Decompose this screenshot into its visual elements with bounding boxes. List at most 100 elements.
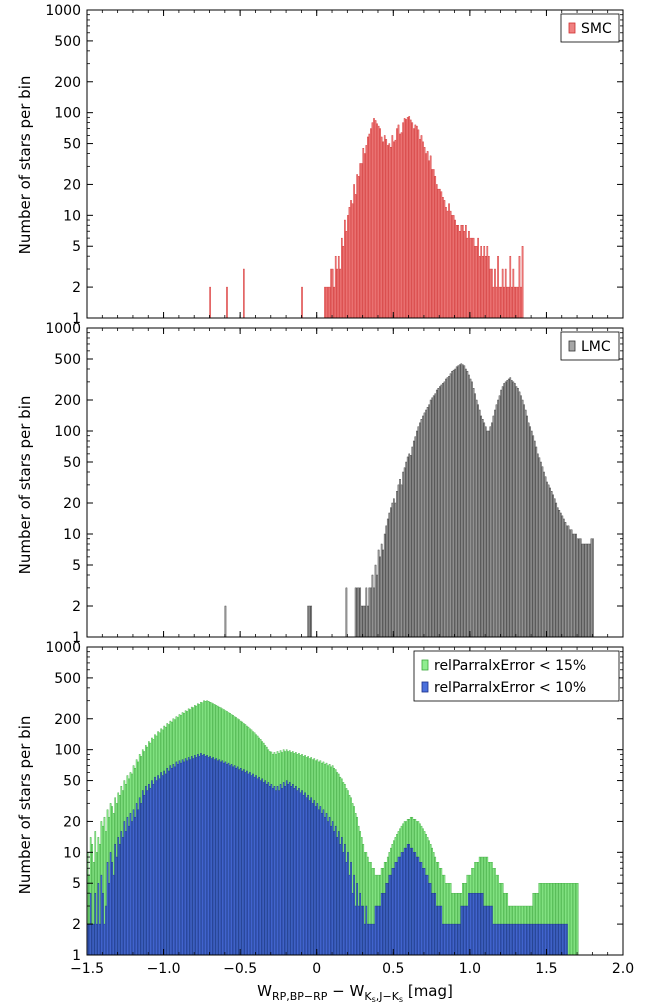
bar-smc-206 [402, 122, 404, 319]
bar-rel10-27 [128, 825, 130, 956]
x-tick-label: −0.5 [223, 961, 257, 977]
bar-rel10-142 [304, 792, 306, 956]
bar-lmc-296 [540, 461, 542, 638]
bar-rel10-4 [92, 923, 95, 956]
bar-smc-269 [498, 286, 501, 319]
bar-rel10-295 [538, 923, 541, 956]
bar-rel10-293 [535, 923, 538, 956]
bar-lmc-268 [497, 399, 499, 638]
bar-lmc-220 [423, 412, 426, 638]
bar-lmc-259 [483, 422, 486, 638]
y-tick-label: 5 [72, 558, 81, 574]
bar-smc-238 [451, 215, 453, 319]
y-tick-label: 50 [63, 455, 81, 471]
bar-lmc-204 [399, 479, 401, 638]
bar-smc-202 [396, 128, 398, 319]
bar-lmc-177 [357, 587, 360, 638]
bar-rel10-89 [223, 762, 225, 956]
bar-rel10-195 [385, 883, 388, 956]
bar-smc-250 [469, 237, 472, 319]
bar-rel10-290 [530, 923, 533, 956]
bar-rel10-60 [178, 760, 181, 956]
bar-rel10-120 [270, 784, 273, 956]
bar-lmc-264 [491, 422, 493, 638]
bar-smc-274 [506, 286, 509, 319]
bar-lmc-294 [537, 453, 539, 638]
bar-rel10-302 [549, 923, 551, 956]
bar-lmc-327 [587, 543, 590, 638]
bar-rel10-297 [541, 923, 544, 956]
bar-smc-282 [518, 255, 521, 319]
bar-lmc-276 [509, 377, 512, 638]
bar-rel10-85 [216, 760, 219, 956]
bar-lmc-297 [541, 466, 544, 638]
bar-rel10-131 [287, 784, 290, 956]
bar-rel10-193 [382, 892, 385, 956]
bar-rel10-294 [537, 923, 539, 956]
bar-smc-140 [301, 286, 303, 319]
bar-lmc-230 [439, 386, 441, 638]
y-tick-label: 50 [63, 774, 81, 790]
bar-rel10-130 [285, 780, 288, 956]
bar-rel10-176 [356, 883, 358, 956]
bar-smc-200 [393, 141, 395, 319]
bar-lmc-194 [383, 533, 386, 638]
bar-rel10-162 [334, 825, 337, 956]
bar-lmc-298 [543, 471, 545, 638]
bar-rel10-204 [399, 856, 401, 956]
bar-smc-156 [325, 286, 328, 319]
bar-smc-91 [226, 286, 228, 319]
bar-rel10-202 [396, 862, 398, 956]
y-axis-label-top: Number of stars per bin [16, 76, 34, 255]
bar-lmc-325 [584, 543, 587, 638]
bar-rel10-79 [207, 757, 210, 956]
bar-rel10-221 [425, 874, 427, 956]
bar-rel10-305 [553, 923, 556, 956]
bar-rel10-167 [342, 852, 345, 956]
bar-rel10-173 [351, 892, 354, 956]
y-tick-label: 2 [72, 917, 81, 933]
bar-smc-213 [412, 128, 415, 319]
bar-smc-188 [374, 120, 377, 319]
bar-smc-259 [483, 246, 486, 319]
bar-rel10-49 [161, 775, 164, 956]
bar-lmc-211 [409, 455, 412, 638]
bar-lmc-205 [400, 484, 403, 638]
bar-rel10-255 [477, 892, 479, 956]
bar-lmc-270 [500, 389, 502, 638]
bar-smc-278 [512, 268, 515, 319]
bar-rel10-10 [102, 892, 104, 956]
bar-lmc-269 [498, 395, 501, 638]
bar-rel10-124 [276, 786, 279, 956]
bar-smc-168 [344, 219, 346, 319]
bar-rel10-25 [125, 831, 127, 956]
bar-smc-226 [432, 169, 435, 319]
bar-rel10-67 [189, 759, 192, 956]
bar-rel10-33 [137, 809, 139, 956]
bar-rel10-113 [259, 780, 262, 956]
bar-smc-224 [429, 155, 432, 319]
bar-smc-262 [488, 255, 490, 319]
bar-smc-270 [500, 286, 502, 319]
bar-lmc-185 [370, 587, 372, 638]
bar-rel10-78 [206, 755, 208, 956]
bar-rel10-157 [327, 821, 329, 956]
bar-rel10-169 [345, 862, 348, 956]
y-tick-label: 20 [63, 814, 81, 830]
bar-rel10-133 [290, 786, 293, 956]
bar-rel10-6 [95, 923, 98, 956]
bar-lmc-271 [501, 386, 504, 638]
bar-rel10-21 [118, 844, 121, 956]
bar-rel10-312 [564, 923, 567, 956]
bar-rel10-205 [400, 852, 403, 956]
bar-rel10-171 [348, 874, 351, 956]
bar-rel10-146 [310, 797, 313, 956]
y-axis-label-mid: Number of stars per bin [16, 396, 34, 575]
bar-rel10-84 [215, 758, 218, 956]
bar-smc-157 [327, 286, 329, 319]
bar-rel10-35 [140, 803, 143, 956]
bar-lmc-328 [589, 543, 591, 638]
bar-smc-196 [386, 145, 389, 319]
bar-rel10-62 [181, 759, 184, 956]
y-tick-label: 500 [54, 671, 81, 687]
